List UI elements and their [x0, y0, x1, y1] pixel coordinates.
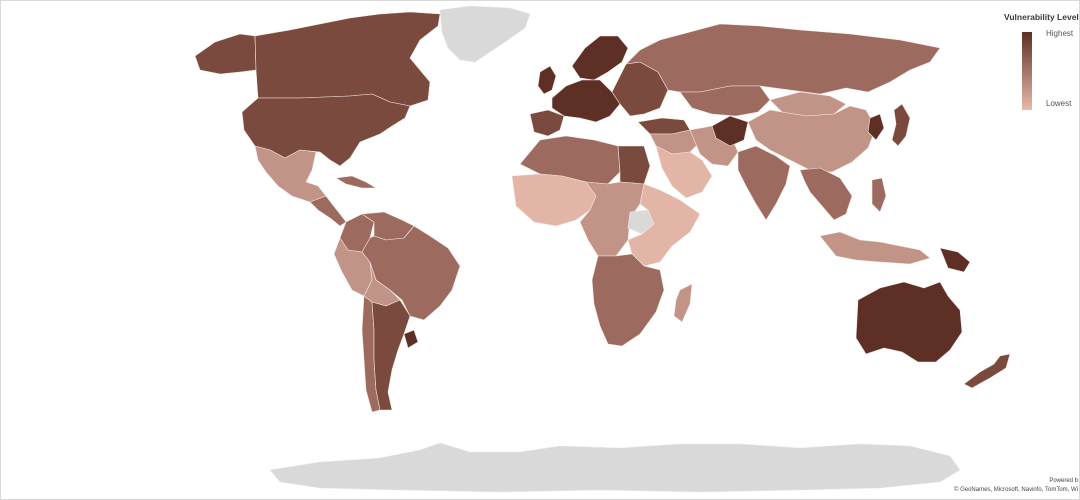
region-antarctica[interactable]: Antarctica: [269, 442, 961, 493]
region-korea[interactable]: Korea: [867, 113, 885, 141]
region-alaska[interactable]: Alaska: [194, 33, 257, 75]
powered-by-text: Powered b: [1049, 478, 1078, 484]
region-cuba[interactable]: Cuba: [335, 175, 377, 189]
region-central-america[interactable]: Central America: [309, 195, 347, 227]
region-philippines[interactable]: Philippines: [871, 177, 887, 213]
region-russia[interactable]: Russia: [625, 23, 941, 95]
region-arabian-peninsula[interactable]: Arabian Peninsula: [655, 145, 713, 199]
region-united-kingdom[interactable]: United Kingdom: [537, 65, 557, 95]
legend-low-label: Lowest: [1046, 99, 1072, 108]
legend-title: Vulnerability Level: [1004, 12, 1079, 22]
region-china[interactable]: China: [747, 105, 877, 173]
region-canada[interactable]: Canada: [254, 11, 441, 107]
region-indonesia[interactable]: Indonesia: [819, 231, 931, 265]
region-afghanistan[interactable]: Afghanistan: [711, 115, 749, 147]
legend-gradient-bar: [1022, 32, 1032, 110]
region-papua-new-guinea[interactable]: Papua New Guinea: [939, 247, 971, 273]
region-uruguay[interactable]: Uruguay: [403, 329, 419, 349]
region-western-europe[interactable]: Western Europe: [551, 79, 621, 123]
region-madagascar[interactable]: Madagascar: [673, 283, 693, 323]
region-greenland[interactable]: Greenland: [439, 5, 531, 63]
region-southeast-asia[interactable]: Southeast Asia: [799, 167, 853, 221]
region-india[interactable]: India: [737, 145, 791, 221]
region-brazil[interactable]: Brazil: [361, 225, 461, 321]
legend-high-label: Highest: [1046, 29, 1074, 38]
map-legend: Vulnerability Level Highest Lowest: [990, 8, 1080, 118]
region-egypt[interactable]: Egypt: [617, 145, 651, 185]
region-spain[interactable]: Spain: [529, 109, 565, 137]
region-argentina[interactable]: Argentina: [371, 299, 411, 411]
region-scandinavia[interactable]: Scandinavia: [571, 35, 629, 81]
region-australia[interactable]: Australia: [855, 281, 963, 363]
map-credits: © GeoNames, Microsoft, Navinfo, TomTom, …: [953, 487, 1078, 493]
region-japan[interactable]: Japan: [891, 103, 911, 147]
region-southern-africa[interactable]: Southern Africa: [591, 253, 665, 347]
region-new-zealand[interactable]: New Zealand: [963, 353, 1011, 389]
region-mexico[interactable]: Mexico: [254, 145, 327, 203]
region-central-africa[interactable]: Central Africa: [579, 181, 645, 257]
region-kazakhstan[interactable]: Kazakhstan: [679, 85, 771, 117]
